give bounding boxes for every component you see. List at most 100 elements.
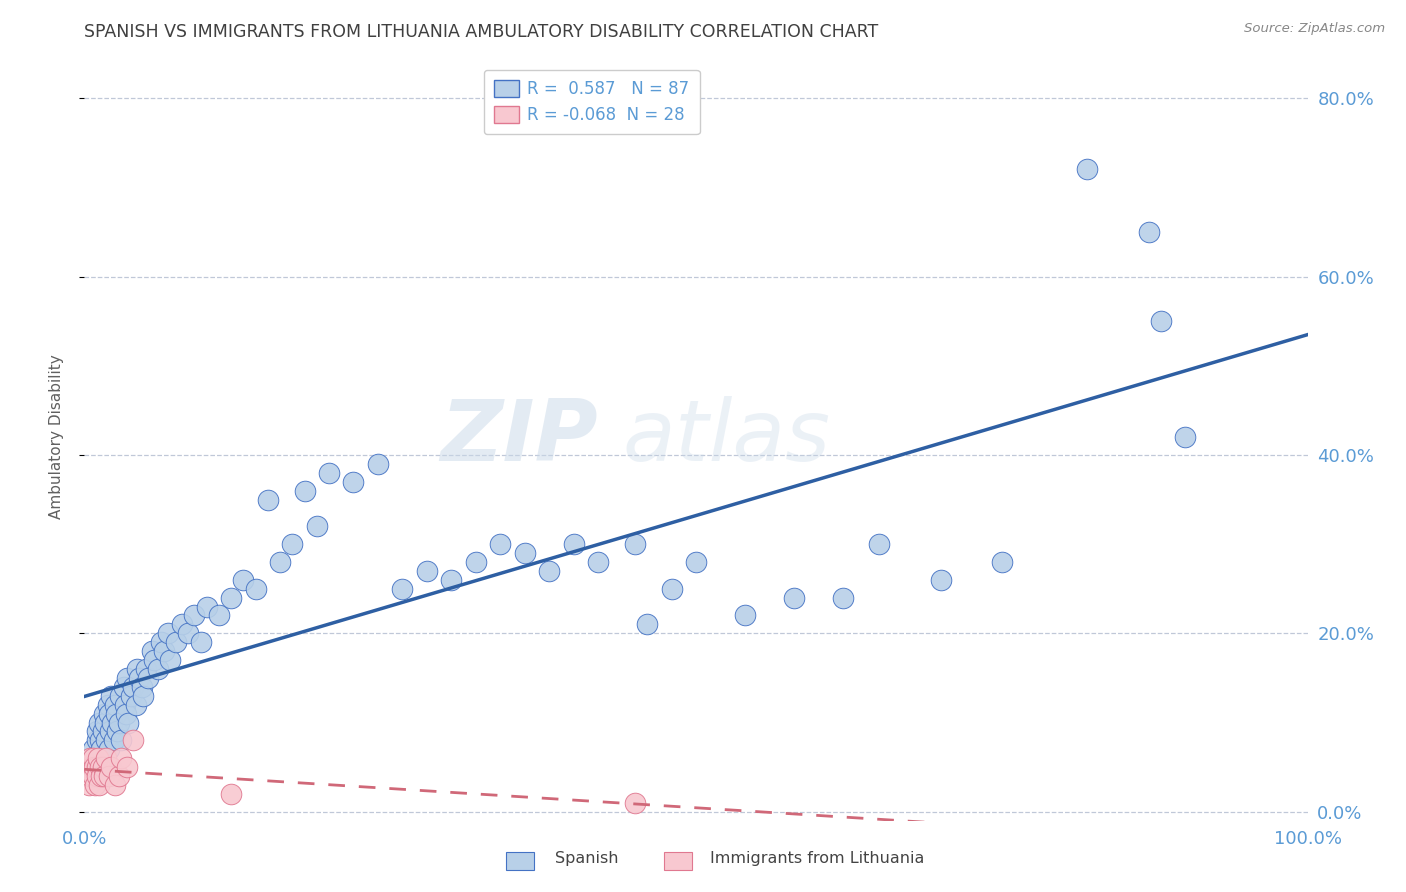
Point (1174, 430, 1197, 444)
Point (281, 537, 304, 551)
Point (416, 564, 439, 578)
Point (79, 751, 101, 765)
Point (183, 608, 205, 623)
Point (90, 742, 112, 756)
Point (177, 626, 200, 640)
Point (112, 680, 135, 694)
Point (94, 715, 117, 730)
Point (97, 742, 120, 756)
Point (143, 653, 166, 667)
Point (83, 760, 105, 774)
Point (831, 591, 853, 605)
Point (219, 787, 242, 801)
Point (86, 769, 108, 783)
Text: atlas: atlas (623, 395, 831, 479)
Point (367, 457, 389, 471)
Point (120, 689, 142, 703)
Point (87, 715, 110, 730)
Point (110, 751, 132, 765)
Point (318, 466, 340, 480)
Point (391, 582, 413, 596)
Point (84, 778, 107, 792)
Point (114, 698, 136, 712)
Point (93, 769, 115, 783)
Point (97, 698, 120, 712)
Point (91, 760, 114, 774)
Point (77, 760, 100, 774)
Point (208, 608, 231, 623)
Point (103, 733, 125, 747)
Point (165, 635, 187, 649)
Point (89, 760, 111, 774)
Point (1150, 314, 1173, 328)
Point (125, 662, 148, 676)
Text: Immigrants from Lithuania: Immigrants from Lithuania (710, 851, 924, 865)
Legend: R =  0.587   N = 87, R = -0.068  N = 28: R = 0.587 N = 87, R = -0.068 N = 28 (484, 70, 700, 134)
Point (117, 715, 139, 730)
Point (232, 573, 254, 587)
Point (105, 706, 128, 721)
Point (132, 689, 155, 703)
Point (489, 537, 512, 551)
Point (153, 644, 176, 658)
Point (150, 635, 173, 649)
Point (82, 742, 104, 756)
Point (83, 760, 105, 774)
Point (76, 769, 98, 783)
Point (294, 483, 316, 498)
Point (79, 769, 101, 783)
Point (82, 769, 104, 783)
Text: ZIP: ZIP (440, 395, 598, 479)
Point (122, 733, 145, 747)
Point (115, 671, 138, 685)
Point (122, 680, 145, 694)
Point (128, 671, 150, 685)
Point (624, 796, 647, 810)
Point (131, 680, 153, 694)
Point (305, 519, 328, 533)
Point (661, 582, 683, 596)
Point (586, 555, 609, 569)
Point (146, 662, 169, 676)
Point (115, 760, 138, 774)
Point (97, 706, 120, 721)
Point (107, 715, 129, 730)
Point (77, 778, 100, 792)
Point (82, 751, 104, 765)
Point (101, 715, 124, 730)
Point (86, 724, 108, 739)
Point (624, 537, 647, 551)
Text: Source: ZipAtlas.com: Source: ZipAtlas.com (1244, 22, 1385, 36)
Point (195, 599, 218, 614)
Point (141, 644, 163, 658)
Point (91, 724, 114, 739)
Point (219, 591, 242, 605)
Point (96, 751, 118, 765)
Point (1076, 162, 1098, 177)
Point (734, 608, 756, 623)
Point (104, 778, 127, 792)
Point (80, 760, 103, 774)
Point (89, 733, 111, 747)
Point (107, 769, 129, 783)
Point (105, 724, 128, 739)
Point (100, 760, 122, 774)
Point (172, 617, 194, 632)
Point (135, 662, 157, 676)
Point (440, 573, 463, 587)
Point (90, 769, 112, 783)
Point (125, 698, 148, 712)
Point (257, 492, 280, 507)
Point (190, 635, 212, 649)
Point (513, 546, 536, 560)
Point (156, 626, 179, 640)
Point (245, 582, 267, 596)
Point (685, 555, 707, 569)
Point (87, 751, 110, 765)
Point (97, 769, 120, 783)
Point (86, 733, 108, 747)
Point (98, 724, 121, 739)
Point (538, 564, 561, 578)
Y-axis label: Ambulatory Disability: Ambulatory Disability (49, 355, 63, 519)
Point (86, 760, 108, 774)
